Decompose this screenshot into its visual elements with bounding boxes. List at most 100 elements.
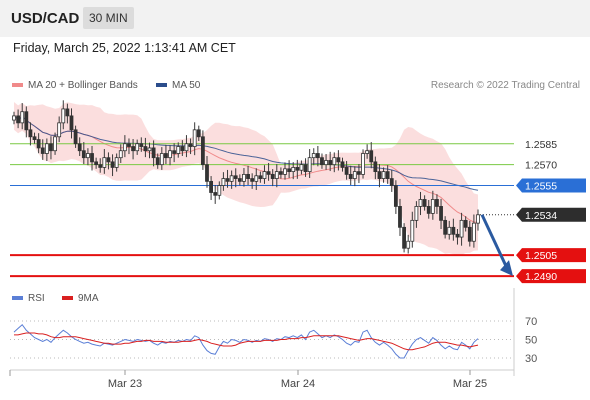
candle-body: [131, 146, 135, 152]
candle-body: [311, 153, 316, 159]
candle-body: [184, 143, 189, 152]
rsi-9ma-line: [14, 332, 479, 351]
candle-body: [81, 150, 86, 159]
candle-body: [266, 171, 271, 175]
candle-body: [467, 226, 472, 242]
candle-body: [324, 160, 328, 166]
candle-body: [151, 147, 156, 159]
candle-body: [410, 219, 415, 242]
candle-body: [233, 175, 238, 179]
rsi-tick-label: 50: [525, 335, 537, 347]
candle-body: [246, 173, 250, 179]
candle-body: [287, 168, 292, 173]
level-badge-last: [516, 207, 586, 222]
candle-body: [86, 153, 90, 159]
candle-body: [291, 167, 296, 173]
x-tick-label: Mar 24: [281, 378, 315, 390]
candle-body: [122, 143, 127, 152]
candle-body: [299, 164, 304, 171]
projection-arrow: [480, 214, 508, 267]
candle-body: [49, 143, 53, 152]
candle-body: [73, 129, 78, 145]
candle-body: [69, 115, 74, 131]
candle-body: [476, 214, 480, 224]
legend-9ma[interactable]: 9MA: [62, 293, 99, 304]
candle-body: [213, 192, 218, 196]
candle-body: [385, 171, 390, 179]
candle-body: [147, 147, 152, 152]
candle-body: [389, 178, 394, 186]
legend-9ma-label: 9MA: [78, 293, 99, 304]
candle-body: [176, 146, 181, 154]
candle-body: [459, 219, 464, 238]
level-label: 1.2490: [525, 271, 557, 283]
research-credit: Research © 2022 Trading Central: [430, 80, 580, 91]
candle-body: [94, 161, 99, 166]
candle-body: [209, 180, 213, 193]
candle-body: [16, 115, 21, 124]
candle-body: [225, 178, 230, 182]
candle-body: [402, 226, 406, 249]
candle-body: [398, 206, 402, 228]
level-label: 1.2555: [525, 181, 557, 193]
candle-body: [414, 206, 419, 221]
legend-ma-bollinger[interactable]: MA 20 + Bollinger Bands: [12, 80, 138, 91]
candle-body: [40, 147, 45, 154]
candle-body: [344, 167, 349, 175]
candle-body: [172, 150, 177, 154]
candle-body: [320, 157, 324, 166]
candle-body: [12, 115, 16, 121]
level-label: 1.2534: [525, 210, 557, 222]
legend-ma50-label: MA 50: [172, 80, 201, 91]
candle-body: [340, 161, 345, 168]
candle-body: [221, 178, 226, 186]
timeframe-badge[interactable]: 30 MIN: [83, 7, 134, 29]
level-label: 1.2505: [525, 250, 557, 262]
candle-body: [114, 157, 119, 168]
candle-body: [180, 146, 185, 152]
candle-body: [283, 168, 287, 175]
candle-body: [426, 206, 431, 214]
candle-body: [447, 226, 452, 235]
candle-body: [102, 157, 107, 168]
rsi-tick-label: 30: [525, 353, 537, 365]
candle-body: [406, 240, 411, 249]
legend-rsi-swatch: [12, 296, 23, 301]
candle-body: [237, 178, 242, 182]
legend-rsi[interactable]: RSI: [12, 293, 45, 304]
bollinger-band: [14, 102, 478, 256]
candle-body: [168, 150, 172, 159]
candle-body: [443, 219, 448, 235]
candle-body: [348, 173, 353, 179]
candle-body: [258, 175, 263, 179]
rsi-tick-label: 70: [525, 316, 537, 328]
candle-body: [315, 153, 320, 159]
candle-body: [451, 226, 456, 235]
candle-body: [200, 136, 205, 166]
legend-ma50[interactable]: MA 50: [156, 80, 200, 91]
candle-body: [143, 146, 148, 152]
candle-body: [393, 185, 398, 207]
symbol-title: USD/CAD: [11, 10, 80, 27]
candle-body: [53, 136, 57, 152]
candle-body: [65, 108, 70, 117]
candle-body: [164, 153, 168, 159]
candle-body: [135, 143, 140, 152]
legend-ma50-swatch: [156, 83, 167, 88]
candle-body: [369, 150, 374, 163]
candle-body: [357, 171, 361, 175]
candle-body: [139, 143, 144, 147]
candle-body: [422, 199, 427, 207]
candle-body: [254, 175, 259, 182]
candle-body: [377, 171, 382, 179]
candle-body: [274, 171, 279, 179]
candle-body: [196, 129, 201, 138]
candle-body: [365, 150, 370, 154]
candle-body: [307, 157, 312, 173]
ma50-line: [13, 115, 479, 191]
legend-ma-bollinger-label: MA 20 + Bollinger Bands: [28, 80, 138, 91]
candle-body: [98, 164, 103, 168]
candle-body: [44, 143, 49, 154]
chart-header: USD/CAD 30 MIN: [0, 0, 590, 37]
